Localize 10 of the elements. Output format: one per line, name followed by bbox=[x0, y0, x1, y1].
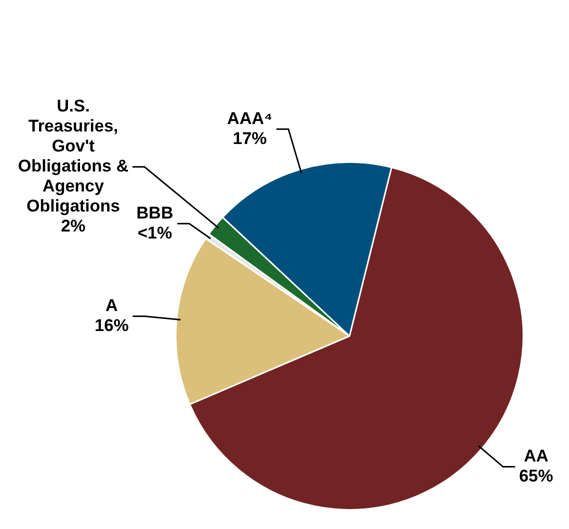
slice-label: AAA⁴ bbox=[227, 108, 272, 128]
data-label: 17% bbox=[232, 128, 267, 148]
data-label: 2% bbox=[60, 216, 86, 236]
slice-label: AA bbox=[524, 446, 548, 466]
data-label: 16% bbox=[94, 316, 129, 335]
slice-label: U.S. Treasuries, Gov't Obligations & Agency Obligations bbox=[18, 96, 129, 216]
slice-label: BBB bbox=[136, 203, 174, 222]
data-label: <1% bbox=[138, 223, 172, 242]
data-label: 65% bbox=[519, 466, 554, 486]
slice-label: A bbox=[106, 296, 118, 315]
